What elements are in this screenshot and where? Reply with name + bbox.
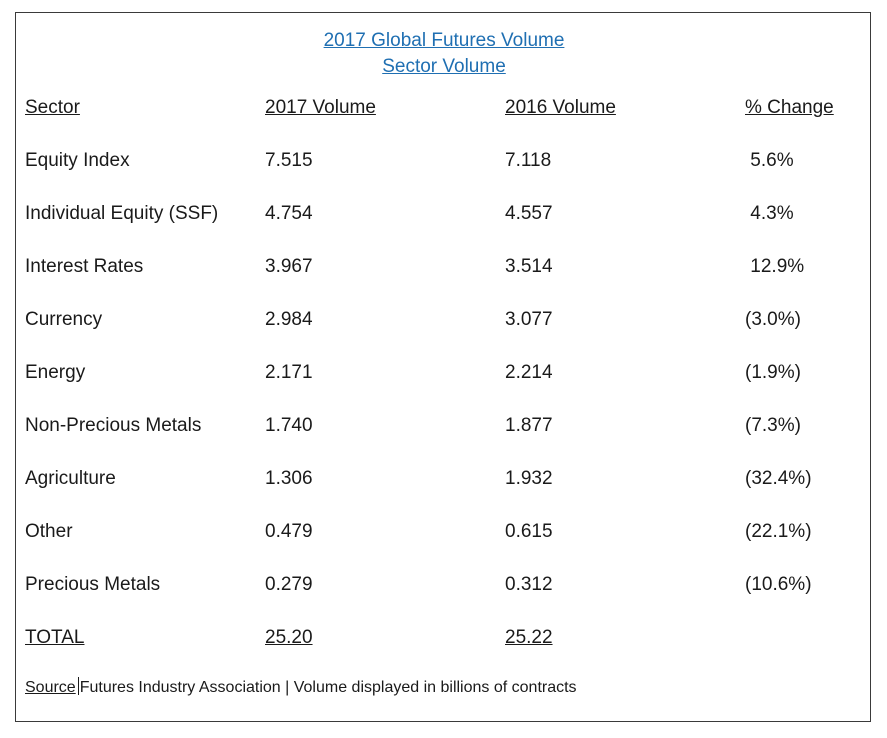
- volume-2017-cell: 3.967: [265, 256, 313, 277]
- volume-2016-cell: 1.932: [505, 468, 553, 489]
- pct-change-cell: 5.6%: [745, 150, 794, 171]
- pct-change-cell: (32.4%): [745, 468, 812, 489]
- table-row: Agriculture 1.306 1.932 (32.4%): [25, 465, 865, 518]
- source-text: Futures Industry Association | Volume di…: [79, 679, 577, 696]
- table-row: Currency 2.984 3.077 (3.0%): [25, 306, 865, 359]
- header-pct-change: % Change: [745, 97, 834, 118]
- pct-change-cell: (10.6%): [745, 574, 812, 595]
- table-row: Other 0.479 0.615 (22.1%): [25, 518, 865, 571]
- sector-cell: Currency: [25, 309, 103, 330]
- sector-cell: Equity Index: [25, 150, 130, 171]
- pct-change-cell: (1.9%): [745, 362, 801, 383]
- volume-2016-cell: 3.514: [505, 256, 553, 277]
- table-row: Precious Metals 0.279 0.312 (10.6%): [25, 571, 865, 624]
- volume-2017-cell: 1.306: [265, 468, 313, 489]
- sector-cell: Non-Precious Metals: [25, 415, 202, 436]
- volume-2017-cell: 7.515: [265, 150, 313, 171]
- pct-change-cell: (7.3%): [745, 415, 801, 436]
- sector-cell: Precious Metals: [25, 574, 161, 595]
- volume-2016-cell: 0.615: [505, 521, 553, 542]
- total-2017-volume: 25.20: [265, 627, 313, 648]
- title-block: 2017 Global Futures Volume Sector Volume: [16, 28, 872, 80]
- sector-cell: Energy: [25, 362, 86, 383]
- volume-2017-cell: 1.740: [265, 415, 313, 436]
- table-row: Non-Precious Metals 1.740 1.877 (7.3%): [25, 412, 865, 465]
- subtitle-link[interactable]: Sector Volume: [382, 56, 506, 77]
- volume-2016-cell: 1.877: [505, 415, 553, 436]
- header-2016-volume: 2016 Volume: [505, 97, 616, 118]
- volume-2016-cell: 7.118: [505, 150, 552, 171]
- volume-2017-cell: 2.171: [265, 362, 313, 383]
- volume-2017-cell: 2.984: [265, 309, 313, 330]
- source-label: Source: [25, 679, 76, 696]
- sector-cell: Individual Equity (SSF): [25, 203, 219, 224]
- text-cursor: [77, 677, 79, 695]
- volume-2016-cell: 4.557: [505, 203, 553, 224]
- pct-change-cell: (3.0%): [745, 309, 801, 330]
- title-link[interactable]: 2017 Global Futures Volume: [323, 30, 565, 51]
- sector-volume-table: Sector 2017 Volume 2016 Volume % Change …: [25, 94, 865, 677]
- source-footer: Source Futures Industry Association | Vol…: [25, 677, 577, 698]
- pct-change-cell: (22.1%): [745, 521, 812, 542]
- total-row: TOTAL 25.20 25.22: [25, 624, 865, 677]
- volume-2016-cell: 0.312: [505, 574, 553, 595]
- document-frame: 2017 Global Futures Volume Sector Volume…: [15, 12, 871, 722]
- volume-2017-cell: 0.279: [265, 574, 313, 595]
- pct-change-cell: 4.3%: [745, 203, 794, 224]
- total-label: TOTAL: [25, 627, 85, 648]
- header-sector: Sector: [25, 97, 80, 118]
- table-row: Interest Rates 3.967 3.514 12.9%: [25, 253, 865, 306]
- sector-cell: Other: [25, 521, 73, 542]
- total-2016-volume: 25.22: [505, 627, 553, 648]
- table-row: Equity Index 7.515 7.118 5.6%: [25, 147, 865, 200]
- sector-cell: Interest Rates: [25, 256, 144, 277]
- volume-2017-cell: 4.754: [265, 203, 313, 224]
- table-row: Energy 2.171 2.214 (1.9%): [25, 359, 865, 412]
- pct-change-cell: 12.9%: [745, 256, 805, 277]
- header-2017-volume: 2017 Volume: [265, 97, 376, 118]
- volume-2016-cell: 2.214: [505, 362, 553, 383]
- table-row: Individual Equity (SSF) 4.754 4.557 4.3%: [25, 200, 865, 253]
- volume-2016-cell: 3.077: [505, 309, 553, 330]
- sector-cell: Agriculture: [25, 468, 116, 489]
- volume-2017-cell: 0.479: [265, 521, 313, 542]
- table-header-row: Sector 2017 Volume 2016 Volume % Change: [25, 94, 865, 147]
